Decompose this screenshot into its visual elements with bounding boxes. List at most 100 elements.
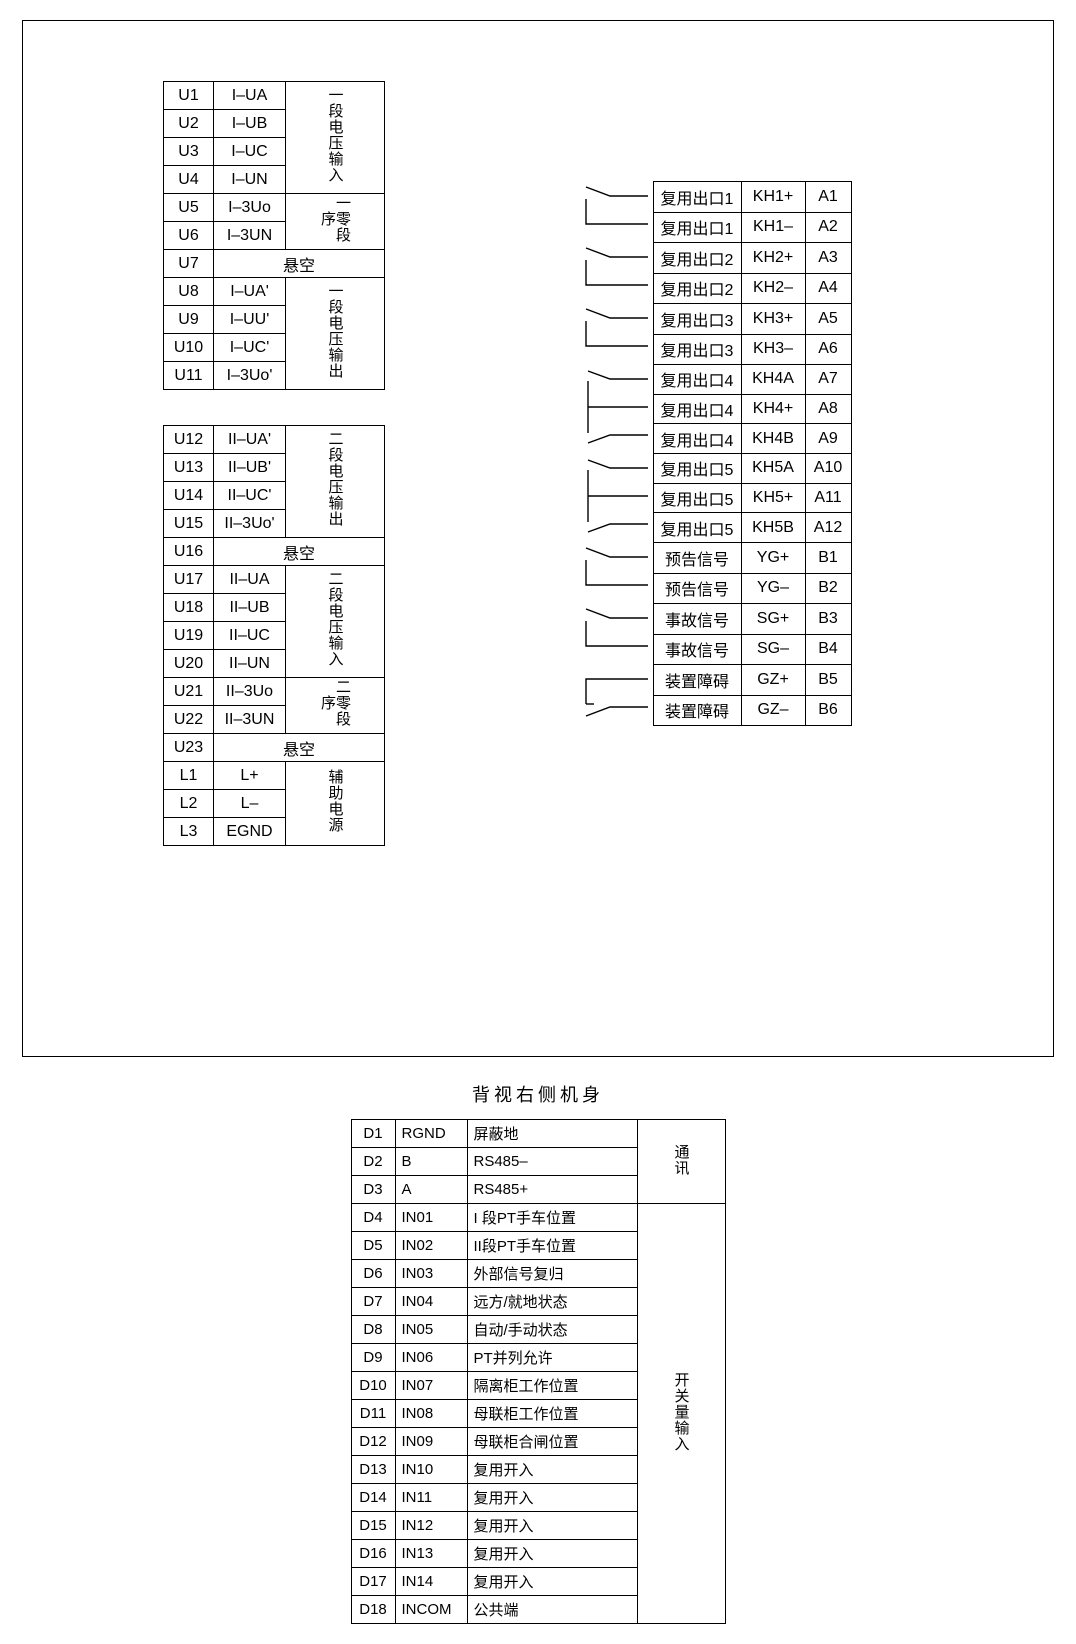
terminal-id: D5 (351, 1232, 395, 1260)
bottom-title: 背视右侧机身 (23, 1081, 1053, 1107)
terminal-id: U11 (164, 362, 214, 390)
signal-name: II–3UN (214, 706, 286, 734)
description: 母联柜合闸位置 (467, 1428, 637, 1456)
contact-symbol (563, 665, 653, 726)
description: RS485– (467, 1148, 637, 1176)
description: 屏蔽地 (467, 1120, 637, 1148)
terminal-id: U3 (164, 138, 214, 166)
terminal-id: D16 (351, 1540, 395, 1568)
terminal-code: SG+ (741, 604, 805, 635)
description: 隔离柜工作位置 (467, 1372, 637, 1400)
description: 母联柜工作位置 (467, 1400, 637, 1428)
terminal-id: D4 (351, 1204, 395, 1232)
terminal-id: U20 (164, 650, 214, 678)
function-label: 复用出口2 (653, 273, 741, 304)
contact-symbol (563, 604, 653, 665)
table-row: D4IN01I 段PT手车位置开关量输入 (351, 1204, 725, 1232)
contact-no-icon (568, 243, 648, 299)
description: PT并列允许 (467, 1344, 637, 1372)
terminal-id: D9 (351, 1344, 395, 1372)
signal-name: EGND (214, 818, 286, 846)
pin-id: B4 (805, 634, 851, 665)
table-row: U21II–3Uo二零段序 (164, 678, 385, 706)
terminal-code: KH5B (741, 513, 805, 543)
terminal-code: KH5A (741, 454, 805, 484)
terminal-code: KH5+ (741, 483, 805, 513)
signal-name: IN07 (395, 1372, 467, 1400)
function-label: 复用出口5 (653, 513, 741, 543)
pin-id: A2 (805, 212, 851, 243)
description: I 段PT手车位置 (467, 1204, 637, 1232)
signal-name: IN09 (395, 1428, 467, 1456)
table-row: U8I–UA'一段电压输出 (164, 278, 385, 306)
terminal-id: U1 (164, 82, 214, 110)
function-label: 装置障碍 (653, 695, 741, 726)
signal-name: IN08 (395, 1400, 467, 1428)
contact-symbol (563, 454, 653, 543)
terminal-id: U23 (164, 734, 214, 762)
terminal-id: U4 (164, 166, 214, 194)
terminal-id: U18 (164, 594, 214, 622)
pin-id: B1 (805, 543, 851, 574)
description: 复用开入 (467, 1540, 637, 1568)
signal-name: IN06 (395, 1344, 467, 1372)
signal-name: I–3UN (214, 222, 286, 250)
table-row: 复用出口5KH5AA10 (563, 454, 851, 484)
terminal-id: U12 (164, 426, 214, 454)
description: 外部信号复归 (467, 1260, 637, 1288)
group-label: 一段电压输入 (286, 82, 385, 194)
signal-name: INCOM (395, 1596, 467, 1624)
function-label: 复用出口5 (653, 483, 741, 513)
terminal-id: D14 (351, 1484, 395, 1512)
terminal-id: U21 (164, 678, 214, 706)
terminal-id: L3 (164, 818, 214, 846)
signal-name: B (395, 1148, 467, 1176)
table-row: U1I–UA一段电压输入 (164, 82, 385, 110)
span-label: 悬空 (214, 734, 385, 762)
terminal-code: GZ– (741, 695, 805, 726)
function-label: 装置障碍 (653, 665, 741, 696)
terminal-id: D2 (351, 1148, 395, 1176)
pin-id: A6 (805, 334, 851, 365)
description: RS485+ (467, 1176, 637, 1204)
terminal-id: U16 (164, 538, 214, 566)
pin-id: B5 (805, 665, 851, 696)
function-label: 复用出口4 (653, 394, 741, 424)
span-label: 悬空 (214, 250, 385, 278)
table-row: 预告信号YG+B1 (563, 543, 851, 574)
category-label: 开关量输入 (637, 1204, 725, 1624)
description: II段PT手车位置 (467, 1232, 637, 1260)
contact-symbol (563, 543, 653, 604)
terminal-code: KH2– (741, 273, 805, 304)
table-row: D1RGND屏蔽地通讯 (351, 1120, 725, 1148)
contact-no-icon (568, 604, 648, 660)
terminal-code: KH4A (741, 365, 805, 395)
pin-id: A3 (805, 243, 851, 274)
signal-name: IN01 (395, 1204, 467, 1232)
terminal-code: KH3+ (741, 304, 805, 335)
table-row: U12II–UA'二段电压输出 (164, 426, 385, 454)
terminal-id: U22 (164, 706, 214, 734)
table-row: 事故信号SG+B3 (563, 604, 851, 635)
table-row: U17II–UA二段电压输入 (164, 566, 385, 594)
contact-symbol (563, 243, 653, 304)
signal-name: IN14 (395, 1568, 467, 1596)
terminal-id: D15 (351, 1512, 395, 1540)
terminal-code: YG– (741, 573, 805, 604)
signal-name: IN12 (395, 1512, 467, 1540)
category-label: 通讯 (637, 1120, 725, 1204)
terminal-code: KH4+ (741, 394, 805, 424)
table-row: 装置障碍GZ+B5 (563, 665, 851, 696)
signal-name: II–UB' (214, 454, 286, 482)
signal-name: L– (214, 790, 286, 818)
function-label: 事故信号 (653, 634, 741, 665)
terminal-id: D13 (351, 1456, 395, 1484)
signal-name: I–UU' (214, 306, 286, 334)
contact-nc-icon (568, 665, 648, 721)
signal-name: IN04 (395, 1288, 467, 1316)
terminal-id: D6 (351, 1260, 395, 1288)
function-label: 事故信号 (653, 604, 741, 635)
pin-id: A11 (805, 483, 851, 513)
terminal-id: U9 (164, 306, 214, 334)
table-row: U7悬空 (164, 250, 385, 278)
